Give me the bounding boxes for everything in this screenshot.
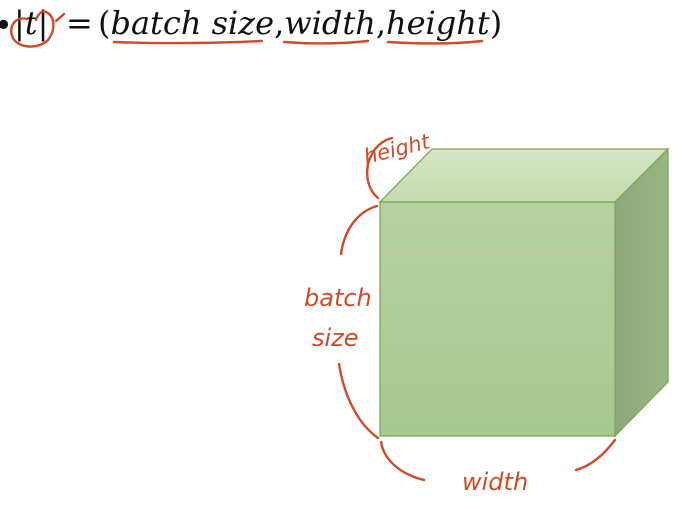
abs-open: | [14, 4, 25, 42]
dim-width: width [284, 4, 376, 42]
shape-tuple: (batch size,width,height) [98, 4, 502, 42]
circle-around-t [10, 10, 55, 48]
abs-close: | [37, 4, 49, 42]
cube-front-face [379, 201, 616, 437]
width-brace-left [379, 440, 426, 482]
dim-batch-size: batch size [110, 4, 275, 42]
open-paren: ( [98, 4, 111, 42]
tensor-variable: t [24, 4, 38, 42]
comma-1: , [274, 4, 285, 42]
height-brace [366, 136, 394, 200]
underline-width [282, 39, 370, 45]
underline-height [386, 39, 484, 45]
close-paren: ) [489, 4, 503, 42]
comma-2: , [375, 4, 386, 42]
batch-brace-bottom [337, 362, 380, 440]
label-batch: batch [304, 284, 372, 312]
tensor-size-expression: |t| [14, 4, 48, 42]
tensor-shape-formula: • |t| = (batch size,width,height) [0, 0, 690, 60]
label-size: size [312, 324, 359, 352]
label-width: width [462, 468, 528, 496]
batch-brace-top [339, 204, 379, 256]
mark-near-t [54, 12, 66, 23]
equals-sign: = [66, 4, 93, 42]
width-brace-right [574, 438, 617, 472]
underline-batch-size [112, 39, 264, 45]
dim-height: height [385, 4, 490, 42]
bullet-marker: • [0, 6, 13, 44]
